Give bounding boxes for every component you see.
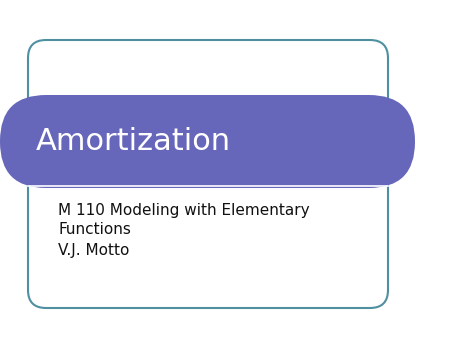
Text: M 110 Modeling with Elementary: M 110 Modeling with Elementary: [58, 202, 310, 217]
FancyBboxPatch shape: [0, 95, 415, 188]
FancyBboxPatch shape: [28, 40, 388, 308]
Text: Amortization: Amortization: [36, 127, 231, 156]
Text: Functions: Functions: [58, 222, 131, 238]
Text: V.J. Motto: V.J. Motto: [58, 242, 130, 258]
